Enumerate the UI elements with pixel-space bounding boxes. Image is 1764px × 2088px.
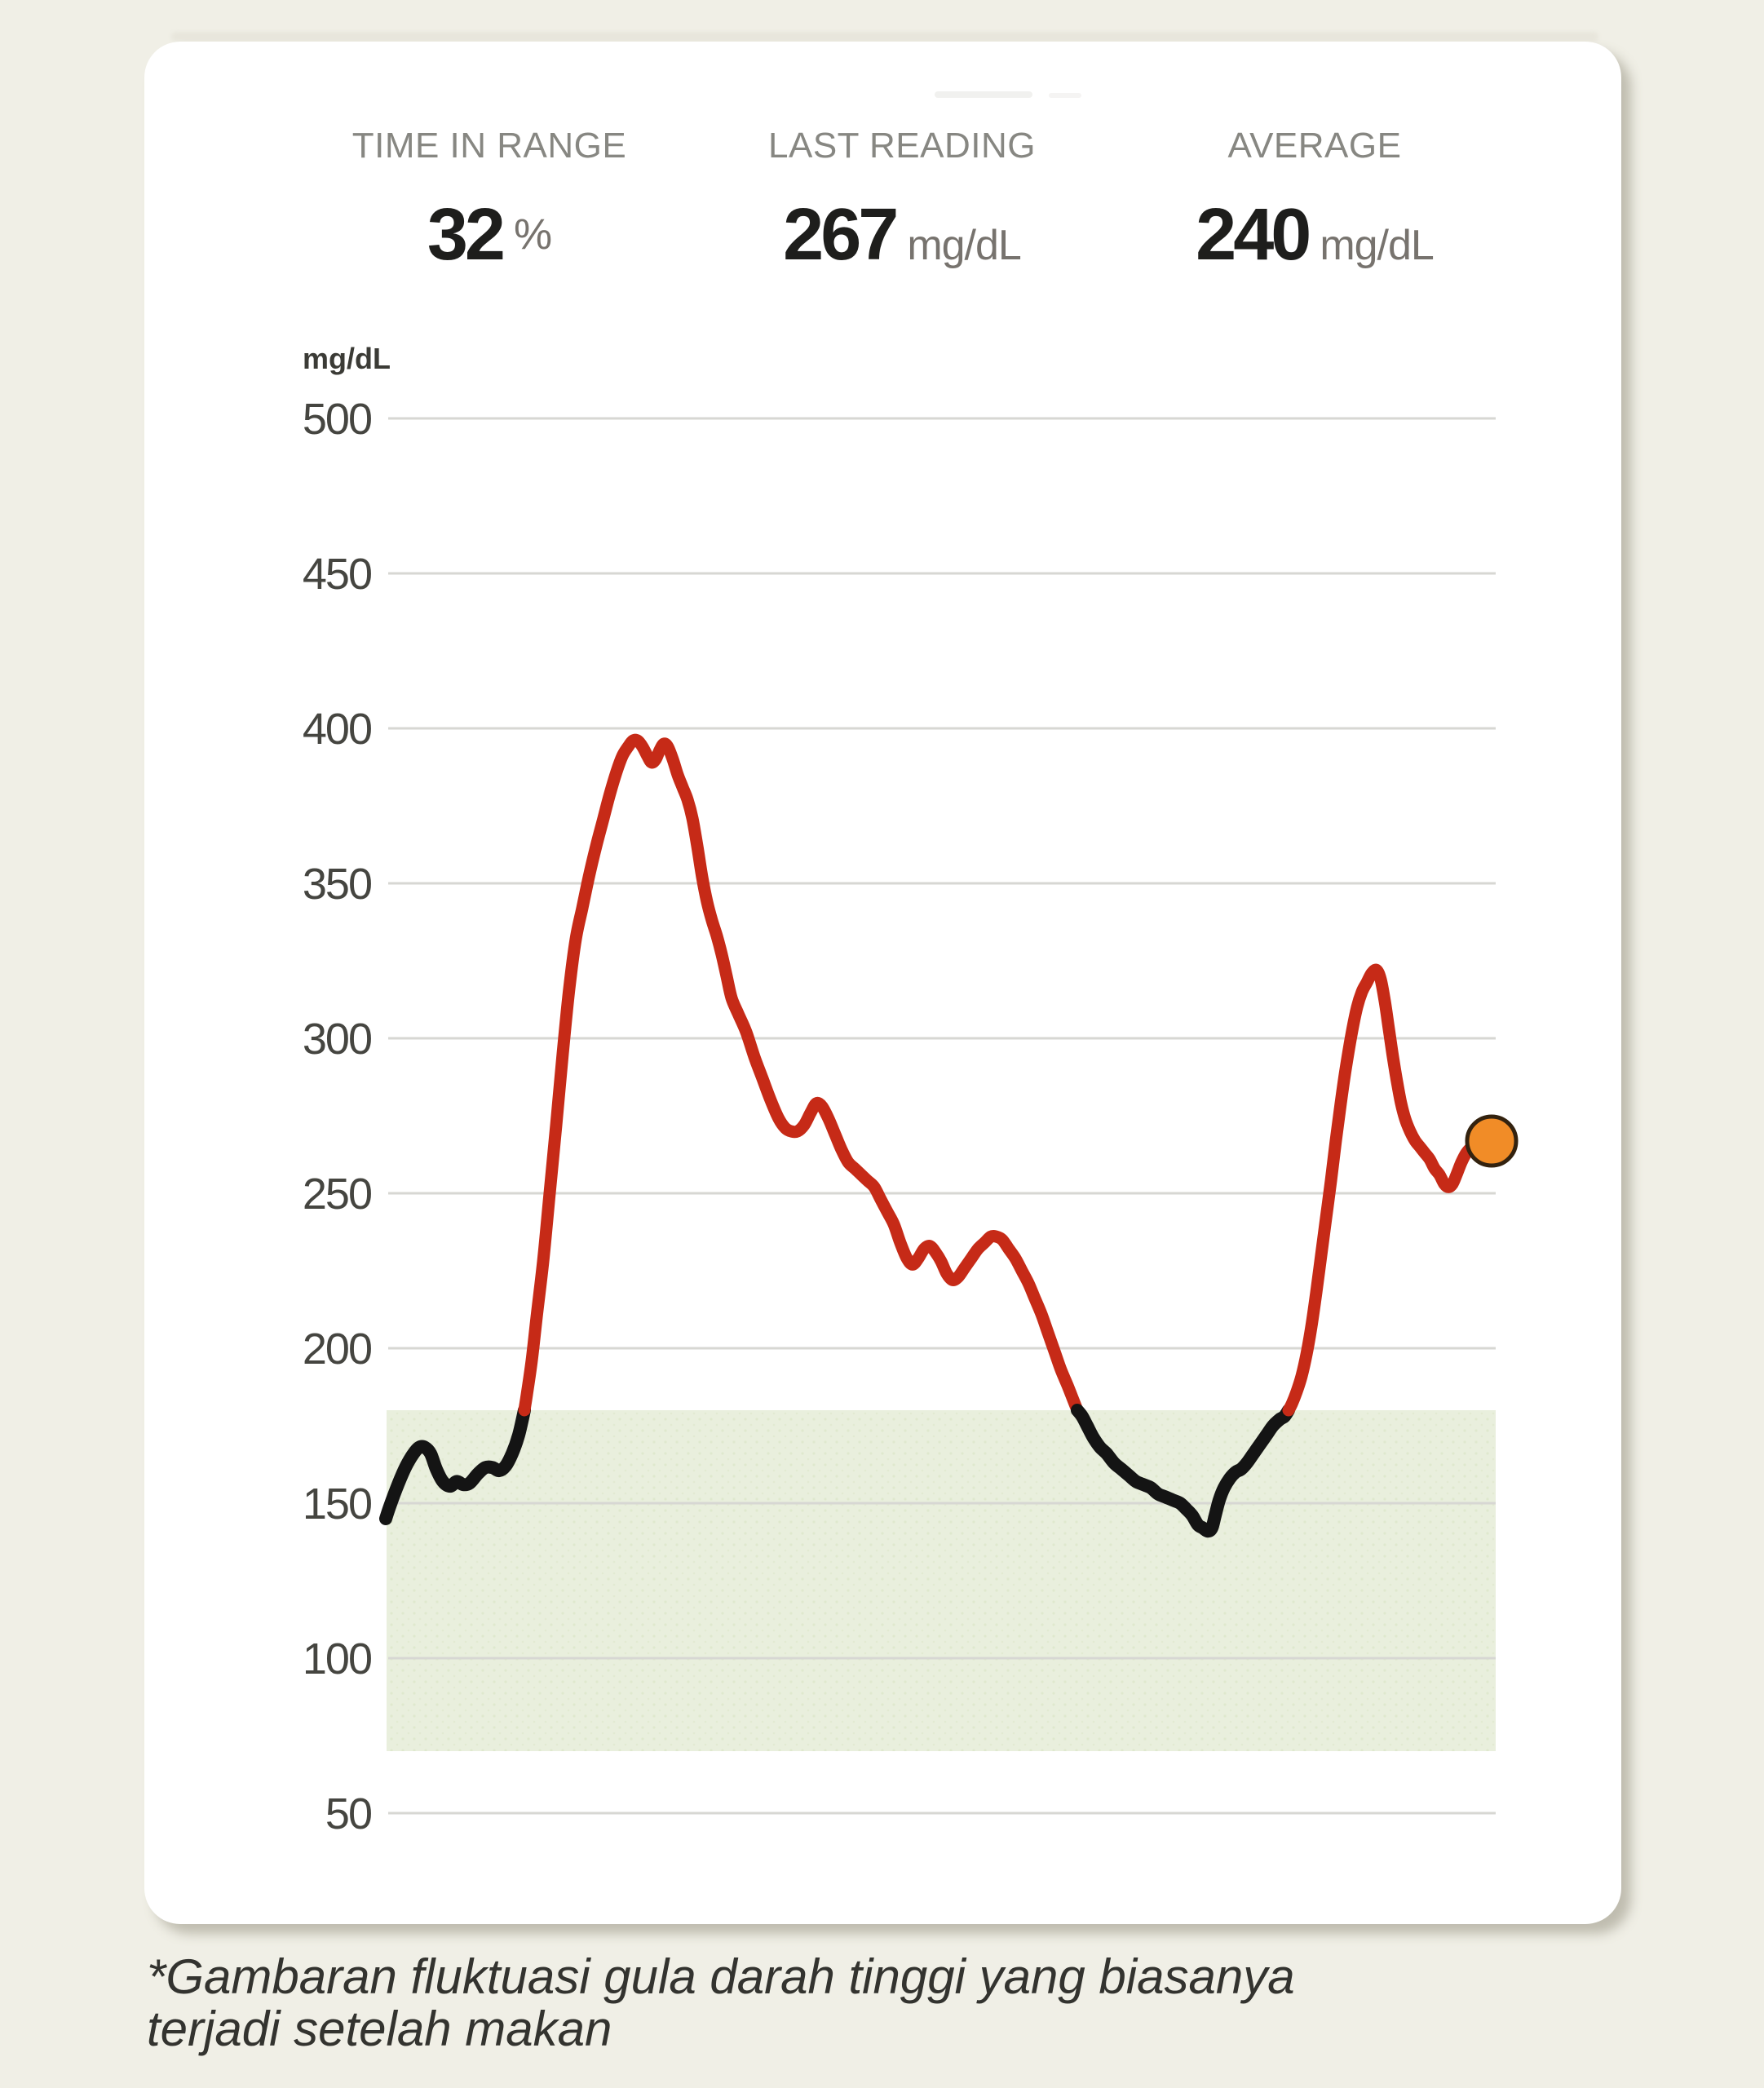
svg-text:500: 500 [303, 395, 371, 444]
svg-text:450: 450 [303, 550, 371, 599]
svg-text:300: 300 [303, 1015, 371, 1064]
svg-text:50: 50 [325, 1789, 371, 1838]
svg-text:250: 250 [303, 1170, 371, 1219]
svg-text:200: 200 [303, 1325, 371, 1374]
svg-text:mg/dL: mg/dL [303, 342, 391, 375]
svg-text:350: 350 [303, 860, 371, 909]
svg-text:150: 150 [303, 1480, 371, 1528]
svg-text:100: 100 [303, 1635, 371, 1683]
svg-text:400: 400 [303, 705, 371, 754]
